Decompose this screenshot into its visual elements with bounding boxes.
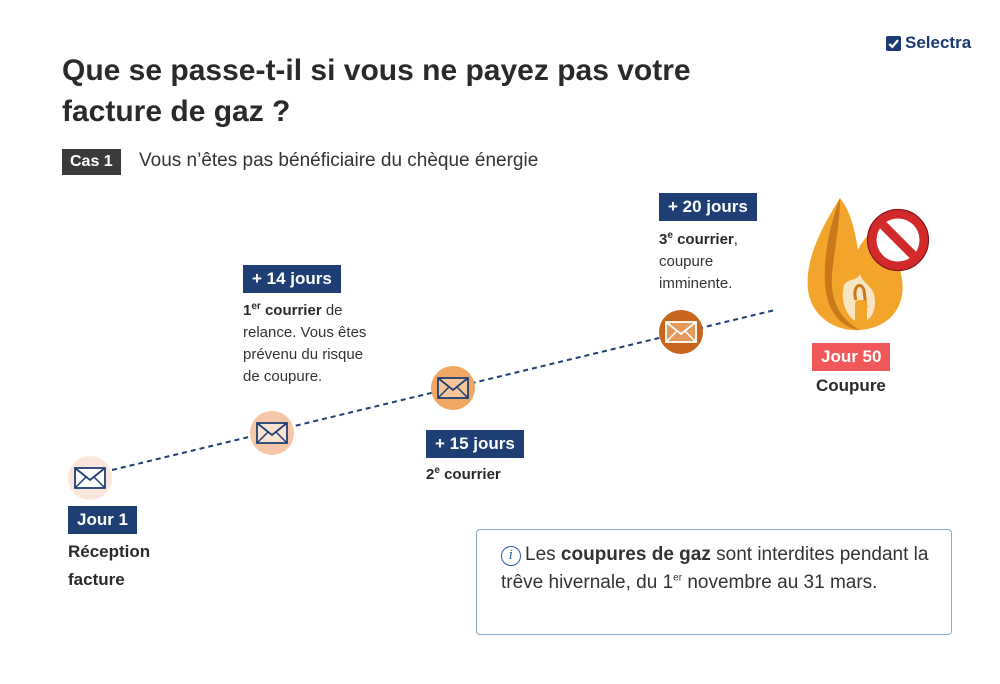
desc-plus14-line2: relance. Vous êtes — [243, 324, 367, 341]
desc-plus15-bold: courrier — [444, 466, 501, 483]
desc-plus14-rest: de — [321, 302, 343, 319]
envelope-plus20 — [659, 310, 703, 354]
info-sup: er — [673, 572, 683, 584]
info-text-before: Les — [525, 544, 561, 565]
envelope-icon — [437, 377, 469, 399]
info-bold: coupures de gaz — [560, 544, 711, 565]
case-tag: Cas 1 — [62, 149, 121, 175]
envelope-day1 — [68, 456, 112, 500]
info-text-end: novembre au 31 mars. — [682, 572, 878, 593]
desc-plus14: 1er courrier de relance. Vous êtes préve… — [243, 300, 423, 388]
desc-plus15: 2e courrier — [426, 464, 501, 486]
case-text: Vous n’êtes pas bénéficiaire du chèque é… — [139, 150, 539, 171]
badge-day50: Jour 50 — [812, 343, 891, 371]
flame-cutoff-illustration — [807, 198, 930, 331]
desc-plus15-sup: e — [434, 465, 440, 476]
envelope-icon — [74, 467, 106, 489]
envelope-plus15 — [431, 366, 475, 410]
badge-plus14: + 14 jours — [243, 265, 341, 293]
envelope-plus14 — [250, 411, 294, 455]
badge-day1: Jour 1 — [68, 506, 138, 534]
info-box: i Les coupures de gaz sont interdites pen… — [476, 529, 952, 635]
desc-plus20-line3: imminente. — [659, 275, 733, 292]
page-title: Que se passe-t-il si vous ne payez pas v… — [62, 54, 691, 128]
desc-plus14-prefix: 1 — [243, 302, 252, 319]
desc-plus20-bold: courrier — [677, 231, 734, 248]
prohibited-icon — [866, 208, 930, 272]
label-day1-line2: facture — [68, 570, 125, 589]
label-day1-line1: Réception — [68, 542, 151, 561]
desc-plus15-prefix: 2 — [426, 466, 435, 483]
badge-plus15: + 15 jours — [426, 430, 524, 458]
desc-plus14-sup: er — [251, 301, 261, 312]
desc-plus14-line3: prévenu du risque — [243, 346, 364, 363]
desc-plus14-line4: de coupure. — [243, 368, 323, 385]
desc-plus20-rest: , — [733, 231, 738, 248]
desc-plus20-line2: coupure — [659, 253, 714, 270]
envelope-icon — [665, 321, 697, 343]
selectra-logo: Selectra — [886, 33, 971, 53]
label-day50: Coupure — [816, 376, 886, 395]
envelope-icon — [256, 422, 288, 444]
desc-plus14-bold: courrier — [264, 302, 322, 319]
desc-plus20: 3e courrier, coupure imminente. — [659, 229, 799, 295]
brand-name: Selectra — [905, 33, 972, 52]
desc-plus20-prefix: 3 — [659, 231, 668, 248]
desc-plus20-sup: e — [667, 230, 673, 241]
label-day1: Réception facture — [68, 538, 150, 594]
info-text-after: sont interdites pendant la trêve hiverna… — [501, 544, 929, 593]
info-icon: i — [501, 546, 521, 566]
badge-plus20: + 20 jours — [659, 193, 757, 221]
selectra-logo-icon — [886, 35, 901, 51]
